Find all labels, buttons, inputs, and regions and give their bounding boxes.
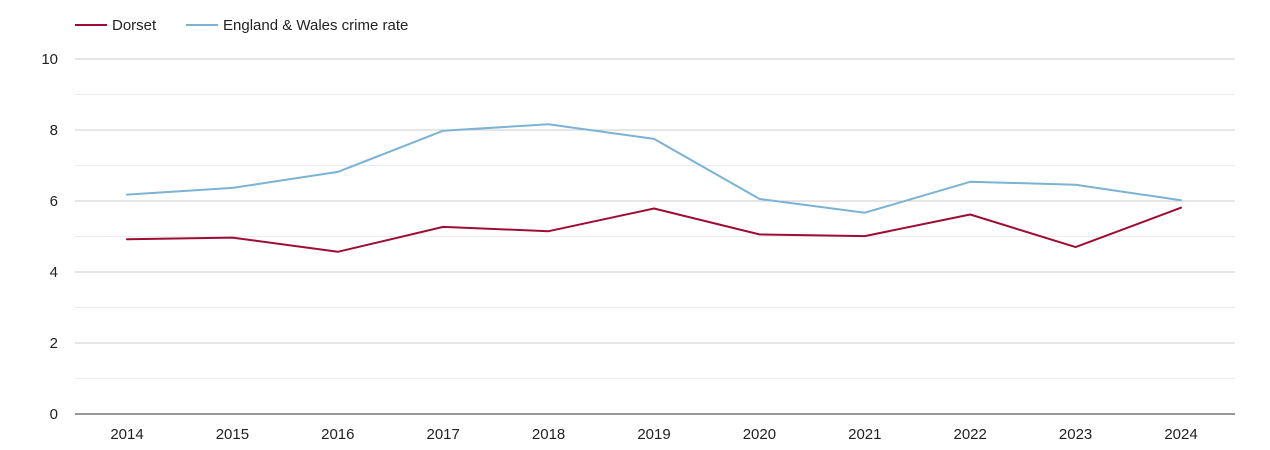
data-point-england-wales-crime-rate[interactable]	[227, 183, 237, 193]
x-tick-label: 2016	[321, 426, 354, 443]
x-tick-label: 2020	[743, 426, 776, 443]
x-tick-label: 2023	[1059, 426, 1092, 443]
data-point-dorset[interactable]	[754, 229, 764, 239]
x-tick-label: 2019	[637, 426, 670, 443]
data-point-england-wales-crime-rate[interactable]	[649, 134, 659, 144]
data-point-dorset[interactable]	[1071, 242, 1081, 252]
y-tick-label: 8	[50, 122, 58, 139]
x-tick-label: 2022	[954, 426, 987, 443]
data-point-dorset[interactable]	[227, 233, 237, 243]
data-point-england-wales-crime-rate[interactable]	[544, 119, 554, 129]
data-point-dorset[interactable]	[333, 247, 343, 257]
y-tick-label: 0	[50, 406, 58, 423]
legend-label-england-wales: England & Wales crime rate	[223, 17, 408, 34]
x-axis: 2014 2015 2016 2017 2018 2019 2020 2021 2022 2023…	[75, 413, 1235, 443]
legend-item-england-wales[interactable]: England & Wales crime rate	[186, 17, 408, 34]
data-point-england-wales-crime-rate[interactable]	[333, 167, 343, 177]
data-point-dorset[interactable]	[544, 226, 554, 236]
data-point-england-wales-crime-rate[interactable]	[438, 126, 448, 136]
data-point-dorset[interactable]	[122, 234, 132, 244]
data-point-england-wales-crime-rate[interactable]	[965, 177, 975, 187]
x-tick-label: 2014	[110, 426, 143, 443]
data-point-dorset[interactable]	[860, 231, 870, 241]
data-point-dorset[interactable]	[1176, 203, 1186, 213]
y-tick-label: 2	[50, 335, 58, 352]
data-point-dorset[interactable]	[438, 222, 448, 232]
legend-item-dorset[interactable]: Dorset	[75, 17, 157, 34]
data-point-england-wales-crime-rate[interactable]	[1071, 180, 1081, 190]
x-tick-label: 2018	[532, 426, 565, 443]
data-point-england-wales-crime-rate[interactable]	[754, 194, 764, 204]
y-tick-label: 10	[41, 51, 58, 68]
data-point-dorset[interactable]	[649, 203, 659, 213]
series-line-dorset[interactable]	[126, 206, 1182, 253]
x-tick-label: 2021	[848, 426, 881, 443]
y-tick-label: 4	[50, 264, 58, 281]
x-tick-label: 2017	[427, 426, 460, 443]
data-point-england-wales-crime-rate[interactable]	[860, 208, 870, 218]
gridlines	[75, 58, 1235, 379]
data-point-england-wales-crime-rate[interactable]	[122, 190, 132, 200]
legend-label-dorset: Dorset	[112, 17, 157, 34]
x-tick-label: 2015	[216, 426, 249, 443]
legend: Dorset England & Wales crime rate	[75, 17, 408, 34]
series-line-england-wales-crime-rate[interactable]	[126, 123, 1182, 214]
y-tick-label: 6	[50, 193, 58, 210]
data-point-dorset[interactable]	[965, 209, 975, 219]
x-tick-label: 2024	[1164, 426, 1197, 443]
series-lines	[122, 119, 1186, 257]
y-axis: 0 2 4 6 8 10	[41, 51, 58, 423]
